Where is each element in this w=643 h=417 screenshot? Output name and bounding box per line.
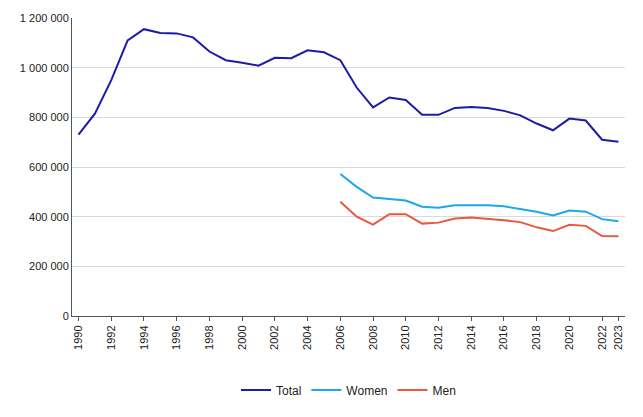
svg-text:2004: 2004 [301,325,313,349]
svg-text:1 200 000: 1 200 000 [20,12,69,24]
svg-text:2000: 2000 [236,325,248,349]
svg-text:2010: 2010 [399,325,411,349]
svg-text:2006: 2006 [334,325,346,349]
svg-text:1992: 1992 [105,325,117,349]
svg-text:2008: 2008 [367,325,379,349]
svg-text:800 000: 800 000 [29,111,69,123]
svg-text:1994: 1994 [138,325,150,349]
svg-text:Women: Women [346,384,387,398]
svg-text:400 000: 400 000 [29,211,69,223]
svg-text:2023: 2023 [612,325,624,349]
svg-text:1 000 000: 1 000 000 [20,62,69,74]
svg-text:0: 0 [63,310,69,322]
svg-text:2014: 2014 [465,325,477,349]
svg-text:2018: 2018 [530,325,542,349]
svg-text:1998: 1998 [203,325,215,349]
svg-text:2020: 2020 [563,325,575,349]
svg-text:Men: Men [433,384,456,398]
svg-text:1990: 1990 [72,325,84,349]
svg-text:1996: 1996 [170,325,182,349]
svg-text:2002: 2002 [268,325,280,349]
svg-text:2012: 2012 [432,325,444,349]
svg-text:Total: Total [276,384,301,398]
svg-text:600 000: 600 000 [29,161,69,173]
svg-text:2016: 2016 [498,325,510,349]
svg-text:200 000: 200 000 [29,260,69,272]
svg-text:2022: 2022 [596,325,608,349]
